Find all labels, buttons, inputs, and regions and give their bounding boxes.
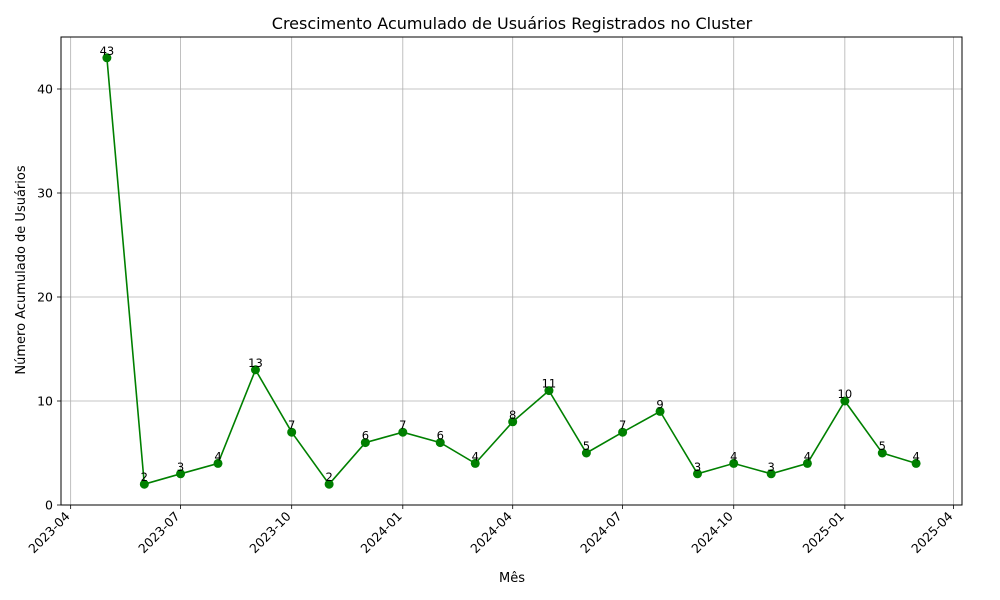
data-label: 10 (838, 387, 853, 401)
data-label: 4 (472, 449, 479, 463)
data-point (655, 406, 665, 416)
data-label: 7 (619, 418, 626, 432)
data-point (398, 427, 408, 437)
grid-lines (61, 37, 962, 506)
data-point (877, 448, 887, 458)
x-tick-label: 2024-01 (357, 509, 405, 557)
x-tick-label: 2023-04 (25, 508, 73, 556)
data-label: 4 (804, 449, 811, 463)
data-label: 4 (730, 449, 737, 463)
y-tick-label: 0 (45, 498, 53, 513)
data-label: 4 (912, 449, 919, 463)
data-point (840, 396, 850, 406)
x-tick-label: 2024-04 (467, 508, 515, 556)
data-point (692, 469, 702, 479)
y-tick-label: 20 (37, 290, 53, 305)
y-tick-label: 30 (37, 186, 53, 201)
x-axis-ticks: 2023-04 2023-07 2023-10 2024-01 2024-04 2024-… (25, 505, 956, 557)
data-label: 5 (879, 439, 886, 453)
x-tick-label: 2025-01 (799, 509, 847, 557)
data-point (213, 458, 223, 468)
data-point (435, 438, 445, 448)
plot-area-frame (60, 36, 963, 506)
x-tick-label: 2023-10 (246, 508, 294, 556)
x-axis-label: Mês (499, 571, 525, 586)
data-label: 7 (288, 418, 295, 432)
data-point (581, 448, 591, 458)
x-tick-label: 2024-10 (688, 508, 736, 556)
data-label: 6 (362, 429, 369, 443)
data-point (729, 458, 739, 468)
data-label: 2 (325, 470, 332, 484)
y-axis-ticks: 0 10 20 30 40 (37, 82, 61, 513)
data-point (139, 479, 149, 489)
data-point (911, 458, 921, 468)
x-tick-label: 2023-07 (135, 509, 183, 557)
data-point (618, 427, 628, 437)
data-point (324, 479, 334, 489)
data-point (360, 438, 370, 448)
data-label: 5 (583, 439, 590, 453)
y-tick-label: 10 (37, 394, 53, 409)
data-point (470, 458, 480, 468)
data-label: 3 (768, 460, 775, 474)
data-label: 3 (177, 460, 184, 474)
y-tick-label: 40 (37, 82, 53, 97)
data-label: 2 (141, 470, 148, 484)
data-label: 9 (656, 397, 663, 411)
data-point (508, 417, 518, 427)
chart-title: Crescimento Acumulado de Usuários Regist… (272, 14, 753, 33)
data-label: 13 (248, 356, 263, 370)
x-tick-label: 2024-07 (577, 509, 625, 557)
y-axis-label: Número Acumulado de Usuários (14, 165, 29, 374)
data-label: 3 (694, 460, 701, 474)
data-point (802, 458, 812, 468)
data-point (544, 386, 554, 396)
data-label: 4 (214, 449, 221, 463)
data-point (176, 469, 186, 479)
data-label: 6 (437, 429, 444, 443)
data-label: 11 (542, 377, 557, 391)
data-label: 7 (399, 418, 406, 432)
data-points-group (102, 53, 921, 489)
data-point (102, 53, 112, 63)
data-label: 8 (509, 408, 516, 422)
data-point (250, 365, 260, 375)
data-point (287, 427, 297, 437)
data-point (766, 469, 776, 479)
x-tick-label: 2025-04 (908, 508, 956, 556)
data-label: 43 (100, 44, 115, 58)
